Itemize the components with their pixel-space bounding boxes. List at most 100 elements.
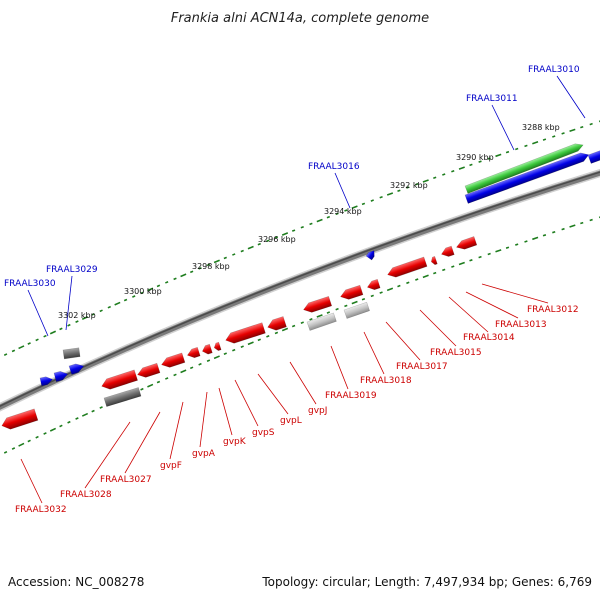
gene-label-reverse[interactable]: gvpJ: [308, 406, 327, 416]
gene-reverse[interactable]: [266, 316, 287, 332]
minor-tick: [156, 284, 161, 288]
major-tick: [569, 128, 576, 132]
minor-tick: [344, 304, 348, 308]
minor-tick: [165, 377, 169, 380]
gene-reverse[interactable]: [386, 256, 428, 279]
gene-label-reverse[interactable]: FRAAL3017: [396, 362, 448, 372]
gene-label-reverse[interactable]: gvpS: [252, 428, 275, 438]
minor-tick: [344, 209, 348, 212]
gene-label-forward[interactable]: FRAAL3016: [308, 162, 360, 172]
gene-label-reverse[interactable]: FRAAL3018: [360, 376, 412, 386]
minor-tick: [361, 202, 366, 206]
minor-tick: [442, 173, 446, 176]
minor-tick: [487, 252, 491, 256]
gene-label-reverse[interactable]: FRAAL3012: [527, 305, 579, 315]
minor-tick: [43, 334, 47, 338]
minor-tick: [266, 239, 270, 243]
gene-feature-gray[interactable]: [343, 301, 370, 319]
gene-reverse[interactable]: [213, 341, 222, 351]
gene-feature-gray[interactable]: [103, 387, 142, 407]
gene-reverse[interactable]: [0, 408, 39, 432]
gene-forward[interactable]: [68, 362, 85, 375]
gene-label-reverse[interactable]: gvpK: [223, 437, 247, 447]
gene-label-forward[interactable]: FRAAL3030: [4, 279, 56, 289]
minor-tick: [478, 255, 482, 259]
gene-reverse[interactable]: [224, 322, 266, 346]
leader-line: [289, 361, 317, 405]
major-tick: [422, 274, 429, 279]
gene-label-reverse[interactable]: FRAAL3028: [60, 490, 112, 500]
minor-tick: [223, 352, 227, 356]
major-tick: [281, 327, 289, 332]
minor-tick: [451, 265, 455, 268]
major-tick: [247, 245, 254, 250]
tick-label: 3290 kbp: [456, 153, 494, 162]
gene-reverse[interactable]: [366, 278, 381, 291]
gene-label-reverse[interactable]: FRAAL3019: [325, 391, 377, 401]
leader-line: [257, 373, 289, 415]
leader-line: [27, 289, 49, 337]
gene-label-reverse[interactable]: FRAAL3027: [100, 475, 152, 485]
minor-tick: [189, 366, 194, 370]
minor-tick: [487, 157, 491, 160]
minor-tick: [91, 313, 95, 316]
minor-tick: [107, 305, 111, 309]
accession-text: Accession: NC_008278: [8, 575, 144, 589]
gene-label-forward[interactable]: FRAAL3029: [46, 265, 98, 275]
gene-forward[interactable]: [587, 145, 600, 164]
minor-tick: [99, 309, 103, 313]
gene-label-reverse[interactable]: gvpF: [160, 461, 182, 471]
gene-label-reverse[interactable]: gvpL: [280, 416, 302, 426]
minor-tick: [406, 281, 410, 285]
leader-line: [385, 321, 421, 361]
leader-line: [481, 283, 549, 304]
minor-tick: [274, 331, 279, 335]
gene-reverse[interactable]: [160, 352, 186, 370]
minor-tick: [515, 147, 519, 151]
minor-tick: [156, 380, 161, 384]
minor-tick: [165, 281, 169, 284]
gene-reverse[interactable]: [430, 256, 438, 266]
minor-tick: [505, 246, 510, 249]
gene-feature-gray[interactable]: [306, 312, 337, 331]
cds-feature-green[interactable]: [464, 141, 585, 194]
gene-forward[interactable]: [365, 249, 377, 261]
leader-line: [124, 411, 161, 474]
gene-reverse[interactable]: [201, 343, 213, 355]
minor-tick: [206, 263, 211, 267]
gene-forward[interactable]: [53, 370, 69, 382]
gene-label-reverse[interactable]: FRAAL3013: [495, 320, 547, 330]
leader-line: [199, 391, 208, 448]
major-tick: [18, 345, 25, 350]
gene-reverse[interactable]: [455, 236, 478, 251]
gene-label-reverse[interactable]: FRAAL3014: [463, 333, 515, 343]
leader-line: [84, 421, 131, 489]
gene-reverse[interactable]: [100, 369, 138, 392]
gene-reverse[interactable]: [440, 245, 455, 258]
minor-tick: [589, 218, 593, 222]
minor-tick: [240, 249, 244, 253]
gene-label-forward[interactable]: FRAAL3011: [466, 94, 518, 104]
gene-label-reverse[interactable]: FRAAL3032: [15, 505, 67, 515]
tick-label: 3302 kbp: [58, 311, 96, 320]
minor-tick: [173, 277, 177, 281]
gene-reverse[interactable]: [302, 296, 333, 314]
gene-reverse[interactable]: [186, 346, 201, 359]
gene-label-reverse[interactable]: FRAAL3015: [430, 348, 482, 358]
minor-tick: [580, 221, 584, 225]
gene-label-reverse[interactable]: gvpA: [192, 449, 216, 459]
gene-feature-gray[interactable]: [62, 347, 81, 360]
leader-line: [556, 75, 586, 119]
minor-tick: [542, 234, 547, 237]
gene-reverse[interactable]: [339, 284, 364, 301]
gene-forward[interactable]: [39, 376, 54, 387]
gene-reverse[interactable]: [136, 362, 161, 379]
gene-label-forward[interactable]: FRAAL3010: [528, 65, 580, 75]
minor-tick: [173, 373, 177, 377]
gene-forward[interactable]: [464, 151, 590, 204]
minor-tick: [469, 259, 473, 262]
major-tick: [386, 287, 394, 292]
minor-tick: [505, 150, 510, 154]
major-tick: [495, 249, 502, 253]
leader-line: [330, 345, 349, 390]
